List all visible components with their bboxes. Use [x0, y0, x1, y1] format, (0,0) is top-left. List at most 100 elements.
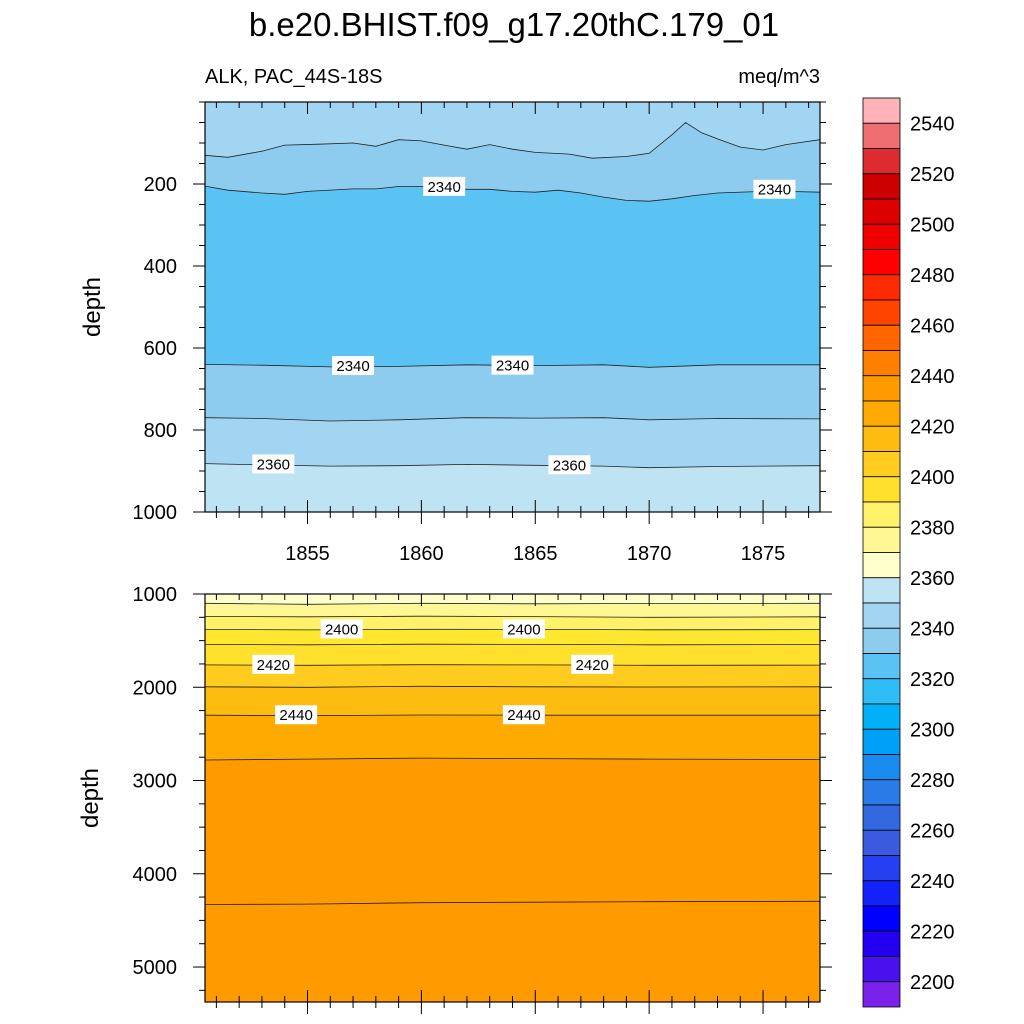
colorbar-label: 2280 — [910, 770, 955, 792]
colorbar-swatch — [862, 173, 901, 200]
y-tick-label: 1000 — [133, 502, 178, 524]
contour-band — [205, 463, 820, 512]
colorbar-swatch — [862, 249, 901, 276]
left-subtitle: ALK, PAC_44S-18S — [205, 66, 383, 88]
colorbar-swatch — [862, 779, 901, 806]
contour-label: 2360 — [252, 454, 295, 474]
colorbar-label: 2440 — [910, 366, 955, 388]
contour-label-text: 2360 — [257, 456, 290, 473]
colorbar-swatch — [862, 602, 901, 629]
y-tick-label: 2000 — [133, 677, 178, 699]
colorbar-swatch — [862, 552, 901, 579]
x-tick-label: 1855 — [285, 543, 330, 565]
contour-label: 2400 — [320, 619, 363, 639]
colorbar-swatch — [862, 829, 901, 856]
contour-line — [205, 900, 820, 905]
colorbar-label: 2540 — [910, 113, 955, 135]
y-tick-label: 400 — [144, 256, 177, 278]
contour-line — [205, 757, 820, 761]
contour-line — [205, 185, 820, 202]
x-tick-label: 1860 — [399, 543, 444, 565]
y-axis-label: depth — [79, 277, 106, 337]
contour-label: 2340 — [332, 356, 375, 376]
contour-line — [205, 417, 820, 422]
y-tick-label: 1000 — [133, 584, 178, 606]
colorbar-swatch — [862, 97, 901, 124]
colorbar-swatch — [862, 350, 901, 377]
contour-line — [205, 602, 820, 605]
colorbar-label: 2460 — [910, 315, 955, 337]
colorbar-label: 2340 — [910, 618, 955, 640]
contour-label-text: 2420 — [257, 657, 290, 674]
x-tick-label: 1870 — [627, 543, 672, 565]
colorbar-swatch — [862, 855, 901, 882]
contour-label-text: 2400 — [325, 621, 358, 638]
colorbar-swatch — [862, 627, 901, 654]
contour-label-text: 2440 — [507, 707, 540, 724]
colorbar-swatch — [862, 375, 901, 402]
upper-panel: 2340 2340 2340 2340 2360 2360 1855 1860 1865 1870… — [79, 101, 832, 565]
colorbar-swatch — [862, 754, 901, 781]
y-tick-label: 600 — [144, 338, 177, 360]
colorbar-swatch — [862, 198, 901, 225]
colorbar-swatch — [862, 703, 901, 730]
colorbar-swatch — [862, 425, 901, 452]
colorbar-swatch — [862, 653, 901, 680]
colorbar-swatch — [862, 678, 901, 705]
colorbar-swatch — [862, 476, 901, 503]
colorbar-label: 2420 — [910, 416, 955, 438]
contour-label-text: 2340 — [427, 179, 460, 196]
contour-label-text: 2440 — [279, 707, 312, 724]
colorbar-label: 2260 — [910, 820, 955, 842]
contour-label-text: 2340 — [496, 358, 529, 375]
colorbar-swatch — [862, 981, 901, 1008]
colorbar-swatch — [862, 728, 901, 755]
y-tick-label: 5000 — [133, 957, 178, 979]
contour-band — [205, 185, 820, 368]
contour-label: 2340 — [753, 179, 796, 199]
colorbar-swatch — [862, 577, 901, 604]
y-tick-label: 800 — [144, 420, 177, 442]
contour-label-text: 2420 — [576, 657, 609, 674]
colorbar-swatch — [862, 930, 901, 957]
colorbar-swatch — [862, 148, 901, 175]
contour-label-text: 2360 — [553, 457, 586, 474]
y-tick-label: 4000 — [133, 864, 178, 886]
y-axis-label: depth — [77, 768, 104, 828]
colorbar-swatch — [862, 324, 901, 351]
x-tick-label: 1875 — [741, 543, 786, 565]
contour-band — [205, 664, 820, 688]
contour-line — [205, 643, 820, 646]
colorbar-label: 2520 — [910, 164, 955, 186]
colorbar-label: 2480 — [910, 265, 955, 287]
x-tick-label: 1865 — [513, 543, 558, 565]
contour-label: 2440 — [502, 705, 545, 725]
plot-area: 2400 2400 2420 2420 2440 2440 — [205, 594, 820, 1002]
contour-line — [205, 685, 820, 688]
right-subtitle: meq/m^3 — [738, 66, 820, 88]
colorbar-swatch — [862, 501, 901, 528]
colorbar-swatch — [862, 274, 901, 301]
contour-label-text: 2340 — [758, 182, 791, 199]
colorbar-swatch — [862, 451, 901, 478]
lower-panel: 2400 2400 2420 2420 2440 2440 1000 2000 3000 4000… — [77, 584, 832, 1014]
colorbar-label: 2360 — [910, 568, 955, 590]
contour-line — [205, 121, 820, 159]
figure-title: b.e20.BHIST.f09_g17.20thC.179_01 — [249, 6, 779, 43]
contour-label: 2340 — [491, 355, 534, 375]
contour-line — [205, 615, 820, 618]
colorbar-label: 2240 — [910, 871, 955, 893]
colorbar-label: 2500 — [910, 214, 955, 236]
contour-band — [205, 643, 820, 666]
plot-area: 2340 2340 2340 2340 2360 2360 — [205, 102, 820, 512]
colorbar-label: 2220 — [910, 921, 955, 943]
contour-band — [205, 757, 820, 905]
contour-line — [205, 628, 820, 631]
colorbar-swatch — [862, 956, 901, 983]
contour-band — [205, 603, 820, 618]
colorbar-swatch — [862, 804, 901, 831]
contour-label: 2360 — [548, 455, 591, 475]
contour-label: 2420 — [252, 654, 295, 674]
contour-band — [205, 901, 820, 1002]
